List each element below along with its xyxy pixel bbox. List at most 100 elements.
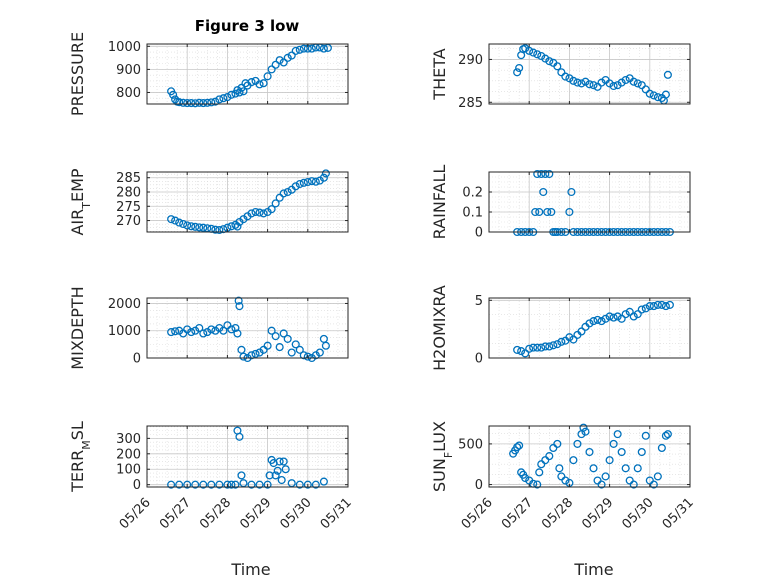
data-point xyxy=(573,78,582,87)
data-point xyxy=(581,77,590,86)
data-point xyxy=(521,474,530,483)
data-point xyxy=(271,471,280,480)
data-point xyxy=(219,326,228,335)
data-point xyxy=(637,447,646,457)
data-point xyxy=(645,476,654,485)
axes-box xyxy=(488,297,691,359)
data-point xyxy=(275,457,284,466)
data-point xyxy=(215,480,224,489)
data-point xyxy=(661,302,670,311)
data-point xyxy=(223,480,232,489)
data-point xyxy=(593,476,602,485)
data-point xyxy=(653,300,662,309)
data-point xyxy=(629,480,638,489)
data-point xyxy=(549,341,558,350)
data-point xyxy=(251,349,260,358)
data-point xyxy=(319,477,328,486)
data-point xyxy=(203,98,212,107)
data-point xyxy=(167,215,176,224)
data-point xyxy=(283,187,292,197)
data-point xyxy=(199,223,208,232)
data-point xyxy=(191,99,200,108)
data-point xyxy=(295,45,304,54)
data-point xyxy=(549,443,558,453)
data-point xyxy=(283,53,292,62)
data-point xyxy=(215,95,224,104)
data-point xyxy=(585,80,594,89)
data-point xyxy=(219,94,228,103)
data-point xyxy=(255,208,264,217)
axes-box xyxy=(146,425,349,488)
data-point xyxy=(613,430,622,439)
x-tick-label: 05/27 xyxy=(499,495,536,532)
data-point xyxy=(311,177,320,186)
data-point xyxy=(195,98,204,107)
data-point xyxy=(625,476,634,485)
data-point xyxy=(315,348,324,357)
data-point xyxy=(287,51,296,60)
data-point xyxy=(567,187,576,197)
data-point xyxy=(535,468,544,477)
data-point xyxy=(273,466,282,475)
subplot-1: 800 900 1000 PRESSURE xyxy=(68,32,349,116)
y-tick-label: 0 xyxy=(475,226,483,241)
y-tick-label: 275 xyxy=(116,200,141,215)
data-point xyxy=(661,431,670,440)
data-point xyxy=(239,352,248,361)
data-point xyxy=(557,337,566,346)
data-point xyxy=(275,193,284,202)
data-point xyxy=(569,456,578,465)
data-point xyxy=(234,296,243,305)
data-point xyxy=(183,221,192,230)
data-point xyxy=(207,98,216,107)
data-point xyxy=(183,99,192,108)
data-point xyxy=(577,327,586,336)
data-point xyxy=(319,44,328,53)
axes-box xyxy=(146,297,349,359)
y-axis-label-main: TERR xyxy=(68,450,87,493)
data-point xyxy=(237,471,246,480)
y-axis-label: MIXDEPTH xyxy=(68,286,87,369)
data-point xyxy=(645,302,654,311)
data-point xyxy=(605,456,614,465)
x-axis-label-right: Time xyxy=(573,560,613,579)
data-point xyxy=(565,207,574,217)
subplot-4: 0 0.1 0.2 RAINFALL xyxy=(430,165,691,241)
data-point xyxy=(279,457,288,466)
data-point xyxy=(235,88,244,97)
data-point xyxy=(573,439,582,448)
data-point xyxy=(517,468,526,477)
y-tick-label: 270 xyxy=(116,214,141,229)
data-point xyxy=(601,472,610,481)
y-axis-label-main: AIR xyxy=(68,209,87,236)
y-axis-label: PRESSURE xyxy=(68,32,87,116)
data-point xyxy=(235,302,244,311)
data-point xyxy=(215,225,224,235)
data-point xyxy=(565,333,574,342)
x-tick-label: 05/27 xyxy=(157,495,194,532)
data-point xyxy=(303,177,312,187)
data-point xyxy=(597,480,606,489)
y-tick-label: 0.1 xyxy=(462,206,483,221)
y-tick-label: 0 xyxy=(475,478,483,493)
x-tick-label: 05/29 xyxy=(237,495,274,532)
data-point xyxy=(541,169,550,179)
figure-title: Figure 3 low xyxy=(195,17,300,35)
data-point xyxy=(295,345,304,354)
data-point xyxy=(283,334,292,343)
data-point xyxy=(617,447,626,457)
y-tick-label: 0.2 xyxy=(462,186,483,201)
data-point xyxy=(169,90,178,99)
data-point xyxy=(609,439,618,448)
data-point xyxy=(271,60,280,69)
data-point xyxy=(663,430,672,439)
y-tick-label: 200 xyxy=(116,447,141,462)
data-point xyxy=(287,348,296,357)
data-point xyxy=(581,427,590,436)
data-point xyxy=(263,72,272,81)
x-tick-label: 05/31 xyxy=(318,495,355,532)
data-point xyxy=(199,329,208,338)
y-axis-label-sub: M xyxy=(80,440,93,450)
data-point xyxy=(531,207,540,217)
